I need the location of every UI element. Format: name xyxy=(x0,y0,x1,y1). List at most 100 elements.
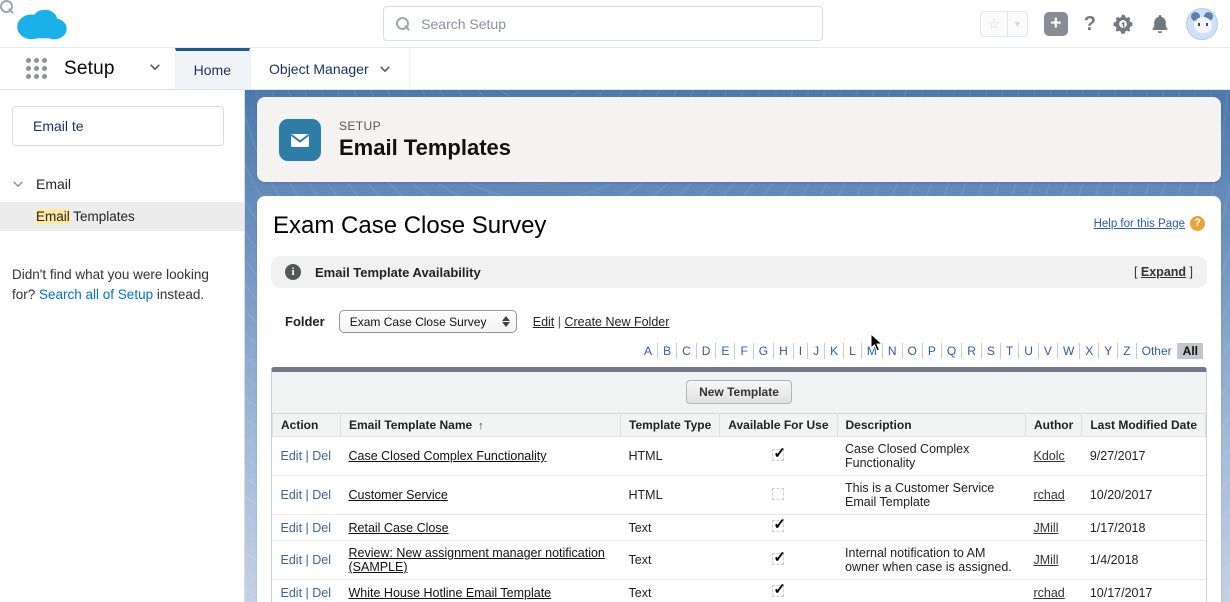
last-modified-cell: 10/17/2017 xyxy=(1082,580,1206,602)
alphabet-item-r[interactable]: R xyxy=(962,343,982,359)
select-stepper-icon xyxy=(502,316,510,327)
alphabet-item-b[interactable]: B xyxy=(658,343,677,359)
folder-select-value: Exam Case Close Survey xyxy=(350,315,487,329)
alphabet-item-g[interactable]: G xyxy=(754,343,774,359)
edit-link[interactable]: Edit xyxy=(281,449,303,463)
template-name-link[interactable]: White House Hotline Email Template xyxy=(349,586,552,600)
chevron-down-icon xyxy=(12,178,24,190)
quick-add-icon[interactable]: + xyxy=(1044,12,1068,36)
edit-link[interactable]: Edit xyxy=(281,586,303,600)
alphabet-item-d[interactable]: D xyxy=(697,343,717,359)
alphabet-item-x[interactable]: X xyxy=(1080,343,1099,359)
alphabet-item-k[interactable]: K xyxy=(825,343,844,359)
del-link[interactable]: Del xyxy=(312,488,331,502)
alphabet-item-n[interactable]: N xyxy=(883,343,903,359)
alphabet-item-q[interactable]: Q xyxy=(942,343,962,359)
folder-page-title: Exam Case Close Survey xyxy=(273,212,546,240)
expand-link[interactable]: Expand xyxy=(1141,265,1186,279)
help-icon[interactable]: ? xyxy=(1084,13,1096,36)
alphabet-item-e[interactable]: E xyxy=(716,343,735,359)
author-link[interactable]: Kdolc xyxy=(1033,449,1064,463)
tab-object-manager[interactable]: Object Manager xyxy=(250,48,410,89)
edit-link[interactable]: Edit xyxy=(281,521,303,535)
app-launcher-icon[interactable] xyxy=(26,58,48,80)
alphabet-item-l[interactable]: L xyxy=(844,343,862,359)
app-switch-chevron-icon[interactable] xyxy=(149,60,161,78)
alphabet-item-s[interactable]: S xyxy=(982,343,1001,359)
alphabet-item-v[interactable]: V xyxy=(1039,343,1058,359)
alphabet-item-all[interactable]: All xyxy=(1178,343,1203,359)
template-name-link[interactable]: Customer Service xyxy=(349,488,448,502)
notifications-bell-icon[interactable] xyxy=(1150,13,1170,35)
table-row: Edit | Del Case Closed Complex Functiona… xyxy=(273,437,1206,476)
edit-link[interactable]: Edit xyxy=(281,553,303,567)
alphabet-item-w[interactable]: W xyxy=(1058,343,1080,359)
alphabet-item-f[interactable]: F xyxy=(735,343,753,359)
del-link[interactable]: Del xyxy=(312,449,331,463)
tab-home[interactable]: Home xyxy=(175,48,250,89)
del-link[interactable]: Del xyxy=(312,586,331,600)
template-name-link[interactable]: Case Closed Complex Functionality xyxy=(349,449,547,463)
description-cell: This is a Customer Service Email Templat… xyxy=(837,476,1025,515)
user-avatar[interactable] xyxy=(1186,8,1218,40)
template-name-link[interactable]: Retail Case Close xyxy=(349,521,449,535)
alphabet-item-m[interactable]: M xyxy=(862,343,883,359)
alphabet-item-c[interactable]: C xyxy=(677,343,697,359)
alphabet-item-t[interactable]: T xyxy=(1001,343,1019,359)
chevron-down-icon xyxy=(379,63,391,75)
col-author: Author xyxy=(1025,414,1081,437)
favorites-dropdown-icon[interactable]: ▼ xyxy=(1008,11,1028,37)
alphabet-item-j[interactable]: J xyxy=(808,343,825,359)
favorites-star-icon[interactable]: ☆ xyxy=(980,11,1008,37)
folder-label: Folder xyxy=(285,314,325,329)
alphabet-filter: ABCDEFGHIJKLMNOPQRSTUVWXYZOtherAll xyxy=(271,343,1207,359)
email-templates-table: Action Email Template Name↑ Template Typ… xyxy=(272,413,1206,602)
last-modified-cell: 1/17/2018 xyxy=(1082,515,1206,541)
alphabet-item-o[interactable]: O xyxy=(903,343,923,359)
help-for-this-page-link[interactable]: Help for this Page xyxy=(1094,218,1185,230)
template-type-cell: Text xyxy=(621,541,720,580)
alphabet-item-z[interactable]: Z xyxy=(1118,343,1136,359)
del-link[interactable]: Del xyxy=(312,521,331,535)
main-card: Exam Case Close Survey Help for this Pag… xyxy=(257,196,1221,602)
folder-edit-link[interactable]: Edit xyxy=(533,315,555,329)
template-name-link[interactable]: Review: New assignment manager notificat… xyxy=(349,546,605,574)
alphabet-item-y[interactable]: Y xyxy=(1099,343,1118,359)
new-template-button[interactable]: New Template xyxy=(686,380,792,404)
del-link[interactable]: Del xyxy=(312,553,331,567)
available-checkbox xyxy=(772,520,784,532)
alphabet-item-i[interactable]: I xyxy=(794,343,808,359)
setup-search-input[interactable] xyxy=(421,16,810,32)
author-link[interactable]: rchad xyxy=(1033,586,1064,600)
edit-link[interactable]: Edit xyxy=(281,488,303,502)
available-checkbox xyxy=(772,449,784,461)
folder-row: Folder Exam Case Close Survey Edit | Cre… xyxy=(271,310,1207,333)
author-link[interactable]: rchad xyxy=(1033,488,1064,502)
setup-tree: Email Email Templates xyxy=(0,170,244,231)
alphabet-item-h[interactable]: H xyxy=(774,343,794,359)
alphabet-item-other[interactable]: Other xyxy=(1137,343,1178,359)
last-modified-cell: 1/4/2018 xyxy=(1082,541,1206,580)
create-new-folder-link[interactable]: Create New Folder xyxy=(564,315,669,329)
sidebar-search-box xyxy=(12,106,224,146)
help-badge-icon[interactable]: ? xyxy=(1190,216,1205,231)
setup-content-area: SETUP Email Templates Exam Case Close Su… xyxy=(245,90,1230,602)
alphabet-item-u[interactable]: U xyxy=(1019,343,1039,359)
setup-sidebar: Email Email Templates Didn't find what y… xyxy=(0,90,245,602)
folder-select[interactable]: Exam Case Close Survey xyxy=(339,310,517,333)
author-link[interactable]: JMill xyxy=(1033,521,1058,535)
alphabet-item-p[interactable]: P xyxy=(923,343,942,359)
tree-item-email-templates[interactable]: Email Templates xyxy=(0,202,244,231)
last-modified-cell: 10/20/2017 xyxy=(1082,476,1206,515)
info-icon: i xyxy=(285,264,301,280)
search-all-setup-link[interactable]: Search all of Setup xyxy=(39,287,153,302)
template-type-cell: HTML xyxy=(621,437,720,476)
author-link[interactable]: JMill xyxy=(1033,553,1058,567)
tree-group-email[interactable]: Email xyxy=(0,170,244,198)
setup-gear-icon[interactable] xyxy=(1112,13,1134,35)
sidebar-search-input[interactable] xyxy=(33,118,213,134)
alphabet-item-a[interactable]: A xyxy=(639,343,658,359)
description-cell: Case Closed Complex Functionality xyxy=(837,437,1025,476)
col-template-name[interactable]: Email Template Name↑ xyxy=(341,414,621,437)
app-name-label: Setup xyxy=(64,58,115,80)
